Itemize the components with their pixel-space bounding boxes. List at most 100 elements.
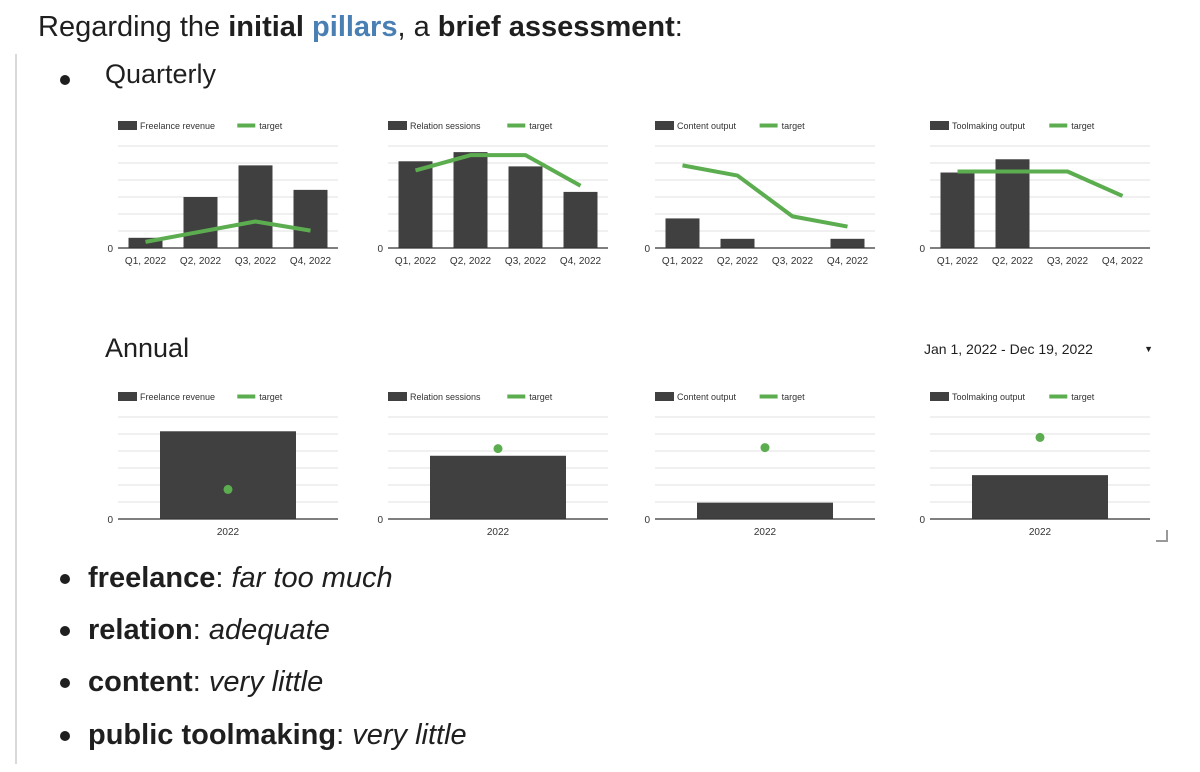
bar-chart-3: Content output target 0 Q1, 2022 Q2, 2022 Q3,… [644,121,875,267]
target-point [223,484,233,494]
legend-label-target: target [529,121,553,131]
summary-item-freelance: freelance: far too much [88,560,393,596]
bar [238,165,273,248]
x-tick-label: 2022 [1029,527,1052,538]
target-line [414,153,582,188]
summary-item-toolmaking: public toolmaking: very little [88,717,467,753]
summary-term: relation [88,614,193,646]
bar-chart-5: Freelance revenue target 0 2022 [107,392,338,538]
bar [453,152,488,248]
x-tick-label: Q3, 2022 [505,256,547,267]
x-tick-label: Q4, 2022 [290,256,332,267]
summary-term: content [88,666,193,698]
resize-handle-icon[interactable] [1156,530,1168,542]
summary-item-relation: relation: adequate [88,612,330,648]
y-tick-label: 0 [377,244,383,255]
y-tick-label: 0 [919,515,925,526]
x-tick-label: Q4, 2022 [1102,256,1144,267]
y-tick-label: 0 [377,515,383,526]
summary-verdict: very little [352,719,467,751]
x-tick-label: Q4, 2022 [560,256,602,267]
quarterly-title: Quarterly [105,59,217,89]
legend-bar-swatch [118,121,137,130]
bar-chart-2: Relation sessions target 0 Q1, 2022 Q2, 2022… [377,121,608,267]
bar [995,159,1030,248]
heading-text-2 [304,11,312,43]
bar [830,238,865,248]
legend-label-series: Relation sessions [410,121,481,131]
x-tick-label: 2022 [754,527,777,538]
bar [128,237,163,248]
y-tick-label: 0 [107,244,113,255]
legend-label-target: target [259,121,283,131]
legend-label-series: Freelance revenue [140,121,215,131]
target-line [145,219,311,244]
bar-chart-7: Content output target 0 2022 [644,392,875,538]
x-tick-label: Q1, 2022 [937,256,979,267]
bar [398,161,433,248]
bullet-freelance [60,574,70,584]
block-left-rule [15,54,17,764]
summary-sep: : [192,666,209,698]
heading-text-1: Regarding the [38,11,229,43]
summary-verdict: very little [208,666,324,698]
x-tick-label: Q2, 2022 [450,256,492,267]
bar-chart-4: Toolmaking output target 0 Q1, 2022 Q2, 2022… [919,121,1150,267]
bar-chart-1: Freelance revenue target 0 Q1, 2022 Q2, 2022… [107,121,338,267]
bar [720,238,755,248]
target-line [682,163,848,229]
caret-down-icon: ▼ [1144,344,1153,354]
bullet-content [60,678,70,688]
date-range-picker[interactable]: Jan 1, 2022 - Dec 19, 2022 ▼ [918,336,1163,362]
x-tick-label: Q2, 2022 [717,256,759,267]
x-tick-label: Q1, 2022 [662,256,704,267]
summary-sep: : [192,614,209,646]
x-tick-label: Q3, 2022 [1047,256,1089,267]
summary-item-content: content: very little [88,664,323,700]
pillars-link[interactable]: pillars [312,11,398,43]
x-tick-label: Q4, 2022 [827,256,869,267]
x-tick-label: Q1, 2022 [125,256,167,267]
summary-verdict: adequate [208,614,330,646]
x-tick-label: Q3, 2022 [772,256,814,267]
legend-label-target: target [529,392,553,402]
bar [563,191,598,248]
heading-text-4: : [674,11,683,43]
summary-verdict: far too much [231,562,393,594]
bullet-toolmaking [60,731,70,741]
y-tick-label: 0 [644,515,650,526]
x-tick-label: Q1, 2022 [395,256,437,267]
bar [183,197,218,248]
x-tick-label: Q3, 2022 [235,256,277,267]
y-tick-label: 0 [107,515,113,526]
legend-label-series: Toolmaking output [952,121,1026,131]
legend-label-target: target [1071,121,1095,131]
legend-label-series: Freelance revenue [140,392,215,402]
target-point [1035,432,1045,442]
bar [940,172,975,248]
heading-text-3: , a [397,11,438,43]
page-heading: Regarding the initial pillars, a brief a… [38,8,683,46]
legend-label-target: target [782,392,806,402]
legend-label-target: target [782,121,806,131]
legend-bar-swatch [388,121,407,130]
summary-term: freelance [88,562,216,594]
x-tick-label: 2022 [217,527,240,538]
x-tick-label: Q2, 2022 [992,256,1034,267]
legend-bar-swatch [930,121,949,130]
bar [430,455,566,519]
target-point [760,443,770,453]
heading-bold-initial: initial [228,11,304,43]
y-tick-label: 0 [644,244,650,255]
x-tick-label: 2022 [487,527,510,538]
x-tick-label: Q2, 2022 [180,256,222,267]
bar-chart-8: Toolmaking output target 0 2022 [919,392,1150,538]
bullet-relation [60,626,70,636]
bar [697,502,833,519]
bullet-quarterly [60,75,70,85]
legend-bar-swatch [118,392,137,401]
annual-title: Annual [105,333,190,363]
legend-label-series: Relation sessions [410,392,481,402]
legend-bar-swatch [930,392,949,401]
legend-label-series: Content output [677,392,737,402]
